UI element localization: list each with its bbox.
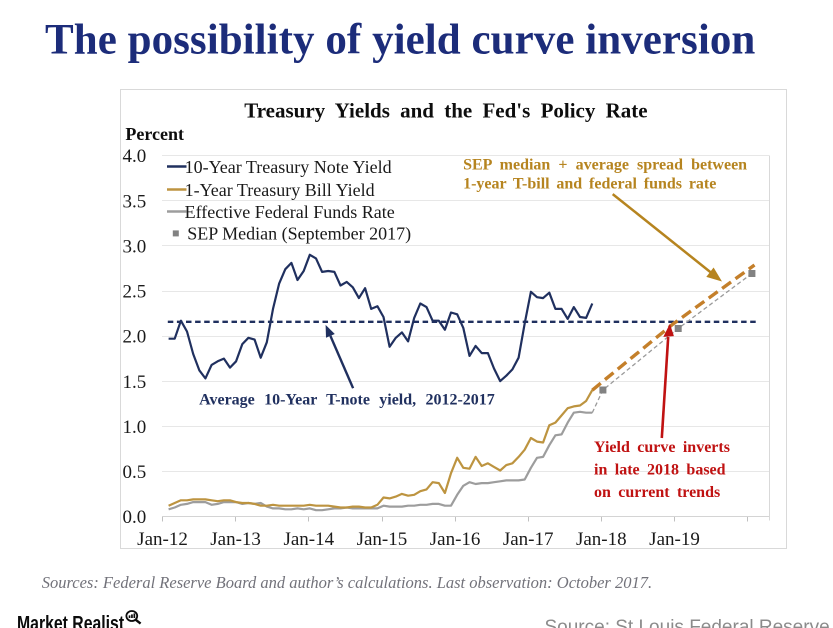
svg-text:Market Realist: Market Realist xyxy=(17,612,124,628)
svg-text:Effective Federal Funds Rate: Effective Federal Funds Rate xyxy=(185,202,395,222)
svg-text:0.0: 0.0 xyxy=(123,507,147,528)
svg-text:Jan-17: Jan-17 xyxy=(503,529,554,550)
svg-text:10-Year Treasury Note Yield: 10-Year Treasury Note Yield xyxy=(185,157,392,177)
svg-text:Jan-15: Jan-15 xyxy=(357,529,408,550)
svg-text:Percent: Percent xyxy=(125,124,184,144)
svg-text:SEP Median (September 2017): SEP Median (September 2017) xyxy=(187,224,411,245)
svg-text:Jan-16: Jan-16 xyxy=(430,529,481,550)
svg-text:Sources: Federal Reserve Board: Sources: Federal Reserve Board and autho… xyxy=(42,573,652,592)
svg-text:3.0: 3.0 xyxy=(123,236,147,257)
svg-text:Jan-12: Jan-12 xyxy=(137,529,188,550)
svg-text:0.5: 0.5 xyxy=(123,462,147,483)
svg-text:Jan-13: Jan-13 xyxy=(210,529,261,550)
svg-text:1-year T-bill and federal fund: 1-year T-bill and federal funds rate xyxy=(463,176,716,193)
svg-text:1.0: 1.0 xyxy=(123,417,147,438)
svg-text:4.0: 4.0 xyxy=(123,146,147,167)
svg-text:Source: St Louis Federal Reser: Source: St Louis Federal Reserve xyxy=(545,617,830,628)
svg-text:Yield curve inverts: Yield curve inverts xyxy=(594,439,730,456)
svg-text:2.0: 2.0 xyxy=(123,327,147,348)
svg-text:Jan-18: Jan-18 xyxy=(576,529,627,550)
svg-text:Treasury Yields and the Fed's: Treasury Yields and the Fed's Policy Rat… xyxy=(244,99,647,123)
svg-text:The possibility of yield curve: The possibility of yield curve inversion xyxy=(45,17,755,64)
svg-text:3.5: 3.5 xyxy=(123,191,147,212)
svg-text:in late 2018 based: in late 2018 based xyxy=(594,462,726,479)
svg-text:1.5: 1.5 xyxy=(123,372,147,393)
svg-text:SEP median + average spread be: SEP median + average spread between xyxy=(463,157,747,174)
svg-text:Jan-19: Jan-19 xyxy=(649,529,700,550)
svg-text:Jan-14: Jan-14 xyxy=(283,529,334,550)
svg-text:2.5: 2.5 xyxy=(123,282,147,303)
svg-text:on current trends: on current trends xyxy=(594,484,720,501)
svg-text:Average 10-Year T-note yield,: Average 10-Year T-note yield, 2012-2017 xyxy=(199,391,495,408)
svg-text:1-Year Treasury Bill Yield: 1-Year Treasury Bill Yield xyxy=(185,180,375,200)
